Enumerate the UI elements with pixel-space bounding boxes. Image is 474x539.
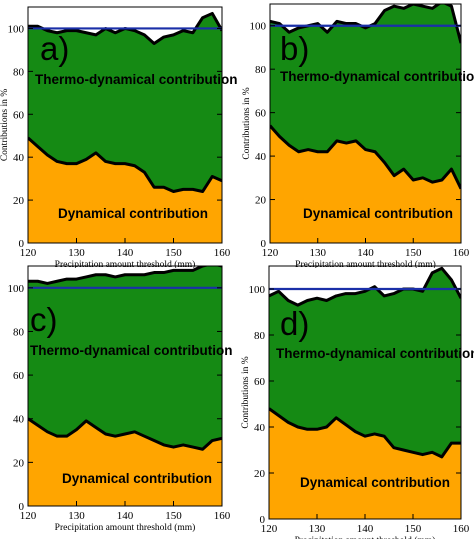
x-tick-label: 120 bbox=[262, 247, 279, 259]
x-axis-label: Precipitation amount threshold (mm) bbox=[295, 535, 436, 539]
y-tick-label: 40 bbox=[254, 422, 266, 434]
x-tick-label: 150 bbox=[405, 247, 422, 259]
y-tick-label: 80 bbox=[13, 66, 25, 78]
x-tick-label: 150 bbox=[165, 510, 182, 522]
thermo-curve bbox=[269, 266, 461, 307]
y-axis-label: Contributions in % bbox=[241, 356, 251, 428]
dynamical-curve bbox=[270, 124, 461, 190]
y-tick-label: 100 bbox=[8, 23, 25, 35]
y-tick-label: 100 bbox=[8, 283, 25, 295]
x-axis-label: Precipitation amount threshold (mm) bbox=[55, 522, 196, 533]
y-tick-label: 40 bbox=[13, 152, 25, 164]
thermo-area bbox=[28, 13, 222, 192]
x-tick-label: 160 bbox=[214, 510, 231, 522]
dynamical-area bbox=[270, 125, 461, 243]
thermo-area bbox=[28, 266, 222, 450]
plot-area bbox=[269, 266, 461, 519]
thermo-annotation: Thermo-dynamical contribution bbox=[30, 343, 233, 358]
x-tick-label: 140 bbox=[117, 247, 134, 259]
dynamical-area bbox=[269, 408, 461, 519]
chart-b: 0 20 40 60 80 100 120 130 140 150 160 Precipitation… bbox=[242, 3, 474, 268]
dynamical-area bbox=[28, 418, 222, 506]
chart-a: 0 20 40 60 80 100 120 130 140 150 160 Precipitation… bbox=[0, 6, 238, 268]
x-tick-label: 150 bbox=[405, 523, 422, 535]
x-axis-label: Precipitation amount threshold (mm) bbox=[295, 259, 436, 268]
panel-a: 0 20 40 60 80 100 120 130 140 150 160 Precipitation… bbox=[0, 0, 240, 268]
x-tick-label: 130 bbox=[310, 247, 327, 259]
y-tick-label: 0 bbox=[261, 238, 267, 250]
panel-label: c) bbox=[30, 301, 58, 338]
x-tick-label: 140 bbox=[357, 523, 374, 535]
chart-d: 0 20 40 60 80 100 120 130 140 150 160 Precipitation… bbox=[241, 265, 474, 539]
thermo-annotation: Thermo-dynamical contribution bbox=[280, 69, 474, 84]
x-tick-label: 150 bbox=[165, 247, 182, 259]
dynamical-annotation: Dynamical contribution bbox=[58, 206, 208, 221]
thermo-curve bbox=[28, 266, 222, 285]
y-tick-label: 60 bbox=[254, 376, 266, 388]
x-tick-label: 140 bbox=[357, 247, 374, 259]
y-tick-label: 60 bbox=[13, 370, 25, 382]
panel-b: 0 20 40 60 80 100 120 130 140 150 160 Precipitation… bbox=[236, 0, 474, 268]
x-tick-label: 120 bbox=[261, 523, 278, 535]
dynamical-annotation: Dynamical contribution bbox=[303, 206, 453, 221]
y-tick-label: 20 bbox=[255, 195, 267, 207]
thermo-area bbox=[270, 4, 461, 189]
y-axis-label: Contributions in % bbox=[0, 89, 10, 161]
chart-c: 0 20 40 60 80 100 120 130 140 150 160 Precipitation… bbox=[8, 265, 233, 533]
y-tick-label: 40 bbox=[255, 151, 267, 163]
x-tick-label: 130 bbox=[68, 510, 85, 522]
x-tick-label: 140 bbox=[117, 510, 134, 522]
thermo-curve bbox=[270, 4, 461, 44]
thermo-annotation: Thermo-dynamical contribution bbox=[276, 346, 474, 361]
panel-label: b) bbox=[280, 30, 309, 67]
panel-c: 0 20 40 60 80 100 120 130 140 150 160 Precipitation… bbox=[0, 264, 240, 539]
y-axis-label: Contributions in % bbox=[242, 87, 252, 159]
plot-area bbox=[28, 266, 222, 506]
y-tick-label: 80 bbox=[13, 326, 25, 338]
y-tick-label: 100 bbox=[250, 21, 267, 33]
y-tick-label: 20 bbox=[13, 195, 25, 207]
panel-label: a) bbox=[40, 30, 69, 67]
x-tick-label: 160 bbox=[214, 247, 231, 259]
x-tick-label: 160 bbox=[453, 523, 470, 535]
thermo-annotation: Thermo-dynamical contribution bbox=[35, 72, 238, 87]
panel-label: d) bbox=[280, 305, 309, 342]
plot-area bbox=[28, 11, 222, 243]
y-tick-label: 40 bbox=[13, 414, 25, 426]
plot-area bbox=[270, 4, 461, 243]
y-tick-label: 60 bbox=[255, 108, 267, 120]
dynamical-curve bbox=[28, 136, 222, 194]
dynamical-curve bbox=[269, 407, 461, 459]
thermo-area bbox=[269, 268, 461, 457]
y-tick-label: 0 bbox=[19, 238, 25, 250]
x-tick-label: 120 bbox=[20, 247, 37, 259]
x-tick-label: 130 bbox=[68, 247, 85, 259]
y-tick-label: 80 bbox=[255, 64, 267, 76]
dynamical-annotation: Dynamical contribution bbox=[62, 471, 212, 486]
dynamical-curve bbox=[28, 417, 222, 451]
x-tick-label: 130 bbox=[309, 523, 326, 535]
y-tick-label: 80 bbox=[254, 330, 266, 342]
y-tick-label: 100 bbox=[249, 284, 266, 296]
x-axis-label: Precipitation amount threshold (mm) bbox=[55, 259, 196, 268]
x-tick-label: 120 bbox=[20, 510, 37, 522]
panel-d: 0 20 40 60 80 100 120 130 140 150 160 Precipitation… bbox=[236, 264, 474, 539]
y-tick-label: 20 bbox=[254, 468, 266, 480]
y-tick-label: 0 bbox=[260, 514, 266, 526]
x-tick-label: 160 bbox=[453, 247, 470, 259]
dynamical-annotation: Dynamical contribution bbox=[300, 475, 450, 490]
y-tick-label: 0 bbox=[19, 501, 25, 513]
y-tick-label: 60 bbox=[13, 109, 25, 121]
y-tick-label: 20 bbox=[13, 457, 25, 469]
